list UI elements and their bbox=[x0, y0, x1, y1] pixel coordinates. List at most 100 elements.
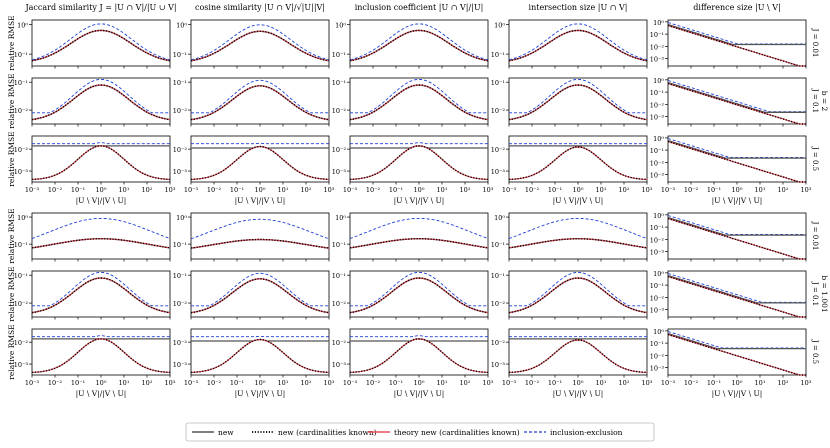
x-tick-label: 10¹ bbox=[755, 379, 766, 387]
row-group-label: b = 1.001 bbox=[820, 275, 829, 312]
y-tick-label: 10⁻¹ bbox=[14, 241, 29, 249]
inclusion-exclusion-line bbox=[32, 271, 170, 307]
x-tick-label: 10³ bbox=[642, 186, 653, 194]
panel-frame bbox=[667, 212, 807, 260]
panel-frame bbox=[508, 328, 648, 376]
y-tick-label: 10⁰ bbox=[653, 77, 664, 85]
x-tick-label: 10⁻² bbox=[366, 186, 381, 194]
y-tick-label: 10⁻³ bbox=[332, 168, 347, 176]
theory-new-line bbox=[667, 24, 806, 67]
y-tick-label: 10⁻¹ bbox=[650, 282, 665, 290]
x-tick-label: 10¹ bbox=[437, 186, 448, 194]
theory-new-line bbox=[349, 338, 489, 373]
x-axis-label: |U \ V|/|V \ U| bbox=[553, 196, 604, 205]
x-tick-label: 10⁻¹ bbox=[230, 186, 245, 194]
new-line bbox=[349, 238, 489, 249]
new-line bbox=[508, 277, 648, 314]
x-tick-label: 10⁻¹ bbox=[389, 186, 404, 194]
x-tick-label: 10² bbox=[142, 186, 153, 194]
inclusion-exclusion-line bbox=[191, 335, 329, 338]
x-tick-label: 10⁻³ bbox=[661, 379, 676, 387]
theory-new-line bbox=[190, 278, 330, 314]
y-tick-label: 10⁻¹ bbox=[650, 31, 665, 39]
x-tick-label: 10¹ bbox=[119, 379, 130, 387]
x-tick-label: 10⁻³ bbox=[502, 379, 517, 387]
x-tick-label: 10⁻³ bbox=[502, 186, 517, 194]
panel-frame bbox=[508, 135, 648, 183]
column-title: cosine similarity |U ∩ V|/√|U||V| bbox=[195, 3, 325, 12]
x-tick-label: 10³ bbox=[483, 186, 494, 194]
row-label: J = 0.01 bbox=[811, 221, 819, 251]
x-tick-label: 10⁻² bbox=[525, 379, 540, 387]
new-known-dotted-line bbox=[190, 85, 330, 121]
inclusion-exclusion-line bbox=[667, 22, 806, 45]
y-tick-label: 10⁻² bbox=[650, 101, 665, 109]
y-tick-label: 10⁻² bbox=[332, 146, 347, 154]
inclusion-exclusion-line bbox=[509, 271, 647, 307]
y-tick-label: 10⁻¹ bbox=[650, 147, 665, 155]
y-tick-label: 10⁻² bbox=[173, 300, 188, 308]
y-tick-label: 10⁻² bbox=[491, 146, 506, 154]
theory-new-line bbox=[667, 333, 806, 376]
theory-new-line bbox=[667, 275, 806, 318]
new-known-dotted-line bbox=[349, 29, 489, 62]
panel-frame bbox=[190, 270, 330, 318]
new-known-dotted-line bbox=[31, 145, 171, 181]
panel-frame bbox=[31, 19, 171, 67]
x-tick-label: 10⁻¹ bbox=[71, 379, 86, 387]
theory-new-line bbox=[508, 84, 648, 121]
y-tick-label: 10⁻³ bbox=[650, 56, 665, 64]
new-known-dotted-line bbox=[349, 277, 489, 314]
x-tick-label: 10² bbox=[301, 379, 312, 387]
column-title: Jaccard similarity J = |U ∩ V|/|U ∪ V| bbox=[24, 3, 176, 12]
panel-frame bbox=[31, 135, 171, 183]
new-line bbox=[190, 85, 330, 121]
legend-label: inclusion-exclusion bbox=[550, 428, 623, 437]
x-tick-label: 10⁰ bbox=[255, 186, 266, 194]
theory-new-line bbox=[667, 217, 806, 260]
y-tick-label: 10⁻¹ bbox=[173, 272, 188, 280]
y-tick-label: 10⁻³ bbox=[332, 361, 347, 369]
inclusion-exclusion-line bbox=[350, 271, 488, 307]
x-tick-label: 10² bbox=[619, 186, 630, 194]
y-tick-label: 10⁰ bbox=[494, 21, 505, 29]
panel-frame bbox=[349, 19, 489, 67]
x-tick-label: 10² bbox=[301, 186, 312, 194]
y-tick-label: 10⁻¹ bbox=[491, 79, 506, 87]
theory-new-line bbox=[190, 30, 330, 62]
new-known-dotted-line bbox=[349, 145, 489, 181]
y-tick-label: 10⁻² bbox=[173, 107, 188, 115]
y-tick-label: 10⁻¹ bbox=[14, 272, 29, 280]
y-tick-label: 10⁰ bbox=[335, 214, 346, 222]
x-tick-label: 10¹ bbox=[278, 186, 289, 194]
y-tick-label: 10⁰ bbox=[176, 21, 187, 29]
y-tick-label: 10⁻² bbox=[14, 300, 29, 308]
y-tick-label: 10⁻¹ bbox=[650, 89, 665, 97]
x-axis-label: |U \ V|/|V \ U| bbox=[394, 196, 445, 205]
panel-frame bbox=[190, 212, 330, 260]
panel-frame bbox=[667, 77, 807, 125]
theory-new-line bbox=[31, 84, 171, 121]
new-known-dotted-line bbox=[31, 238, 171, 249]
x-tick-label: 10¹ bbox=[437, 379, 448, 387]
x-tick-label: 10⁻¹ bbox=[548, 186, 563, 194]
new-line bbox=[508, 84, 648, 121]
y-tick-label: 10⁻¹ bbox=[173, 241, 188, 249]
new-known-dotted-line bbox=[190, 238, 330, 249]
new-line bbox=[31, 29, 171, 62]
x-tick-label: 10⁻³ bbox=[343, 186, 358, 194]
x-tick-label: 10⁻¹ bbox=[389, 379, 404, 387]
theory-new-line bbox=[190, 338, 330, 373]
new-line bbox=[508, 238, 648, 249]
theory-new-line bbox=[31, 238, 171, 249]
inclusion-exclusion-line bbox=[191, 79, 329, 114]
y-tick-label: 10⁻² bbox=[650, 43, 665, 51]
new-line bbox=[667, 332, 806, 350]
x-tick-label: 10⁻¹ bbox=[230, 379, 245, 387]
column-title: difference size |U \ V| bbox=[693, 3, 780, 12]
inclusion-exclusion-line bbox=[190, 24, 330, 61]
panel-frame bbox=[190, 328, 330, 376]
new-known-dotted-line bbox=[31, 277, 171, 314]
new-line bbox=[667, 81, 806, 113]
theory-new-line bbox=[508, 238, 648, 249]
